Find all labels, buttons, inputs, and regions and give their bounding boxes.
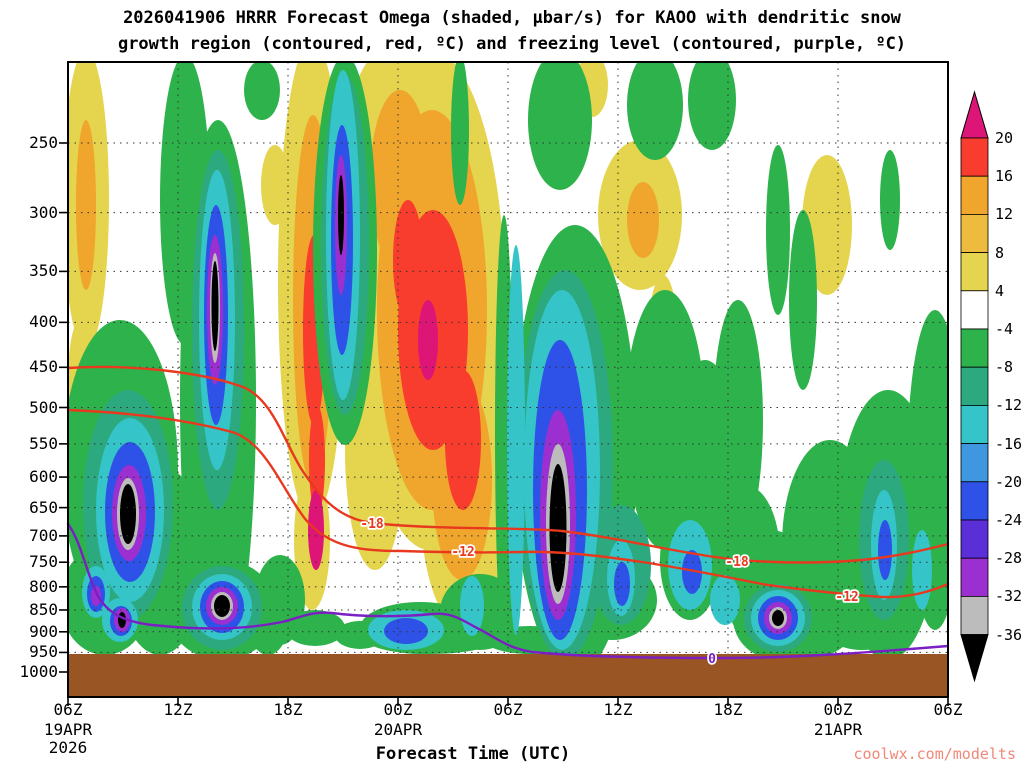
x-date-year-label: 2026 [48,738,88,757]
colorbar-band [960,481,989,521]
x-tick-label: 06Z [53,700,83,719]
colorbar-band [960,137,989,177]
colorbar-band [960,404,989,444]
contour-label: -18 [360,517,384,532]
watermark: coolwx.com/modelts [853,745,1016,763]
contour-label: -12 [451,545,474,560]
x-tick-label: 18Z [273,700,303,719]
colorbar-tick-label: -20 [995,472,1023,491]
y-tick-label: 1000 [19,662,58,681]
chart-title-line2: growth region (contoured, red, ºC) and f… [117,34,907,54]
y-tick-label: 500 [29,397,58,417]
colorbar-tick-label: -16 [995,434,1023,453]
colorbar-tick-label: 12 [995,205,1014,224]
colorbar-band [960,213,989,253]
y-tick-label: 600 [29,467,58,487]
y-tick-label: 350 [29,261,58,281]
colorbar-tick-label: 8 [995,243,1005,262]
contour-label: -12 [835,590,858,605]
x-axis-title: Forecast Time (UTC) [375,744,571,764]
y-tick-label: 950 [29,642,58,662]
colorbar-tick-label: -28 [995,549,1023,568]
colorbar-tick-label: -4 [995,320,1014,338]
colorbar-top-arrow [960,90,989,139]
dendritic-contour-minus18 [66,365,950,564]
colorbar-band [960,366,989,406]
colorbar-band [960,175,989,215]
contour-lines: -18 -12 -18 -12 0 [66,365,950,669]
y-tick-label: 850 [29,599,58,619]
y-tick-label: 250 [29,133,58,152]
chart-title: 2026041906 HRRR Forecast Omega (shaded, … [0,5,1024,57]
colorbar-tick-label: 4 [995,281,1005,300]
contour-label: 0 [708,652,716,667]
omega-shaded-field [68,62,948,697]
colorbar-tick-label: -32 [995,587,1023,606]
x-tick-label: 18Z [713,700,743,719]
omega-black-cores [118,175,784,628]
colorbar-band [960,596,989,636]
colorbar-tick-label: 16 [995,167,1014,186]
colorbar-band [960,443,989,483]
colorbar-tick-label: -24 [995,511,1023,529]
colorbar-band [960,252,989,292]
colorbar-band [960,290,989,330]
y-tick-label: 900 [29,621,58,641]
x-tick-label: 12Z [163,700,193,719]
y-tick-label: 400 [29,312,58,332]
colorbar-band [960,328,989,368]
x-date-label: 21APR [813,720,863,739]
axis-ticks [59,142,949,706]
y-tick-label: 300 [29,202,58,222]
colorbar-band [960,519,989,559]
y-tick-label: 450 [29,357,58,377]
colorbar-tick-label: -36 [995,625,1023,644]
colorbar-band [960,557,989,597]
colorbar-tick-label: -12 [995,396,1023,415]
dendritic-contour-minus12 [66,408,950,599]
y-tick-label: 550 [29,433,58,453]
colorbar [960,90,989,683]
x-tick-label: 06Z [933,700,963,719]
colorbar-bottom-arrow [960,634,989,683]
x-tick-label: 12Z [603,700,633,719]
x-date-label: 20APR [373,720,423,739]
contour-label: -18 [725,555,749,570]
terrain-strip [68,654,948,696]
freezing-level-contour [66,522,950,660]
colorbar-tick-label: 20 [995,129,1014,147]
y-tick-label: 700 [29,525,58,545]
contour-label-group: -18 -12 -18 -12 0 [359,515,861,669]
x-tick-label: 00Z [823,700,853,719]
y-tick-label: 650 [29,497,58,517]
x-tick-label: 06Z [493,700,523,719]
y-tick-label: 800 [29,576,58,596]
x-date-label: 19APR [43,720,93,739]
x-tick-label: 00Z [383,700,413,719]
colorbar-tick-label: -8 [995,358,1014,377]
y-tick-label: 750 [29,552,58,572]
chart-title-line1: 2026041906 HRRR Forecast Omega (shaded, … [123,8,901,28]
